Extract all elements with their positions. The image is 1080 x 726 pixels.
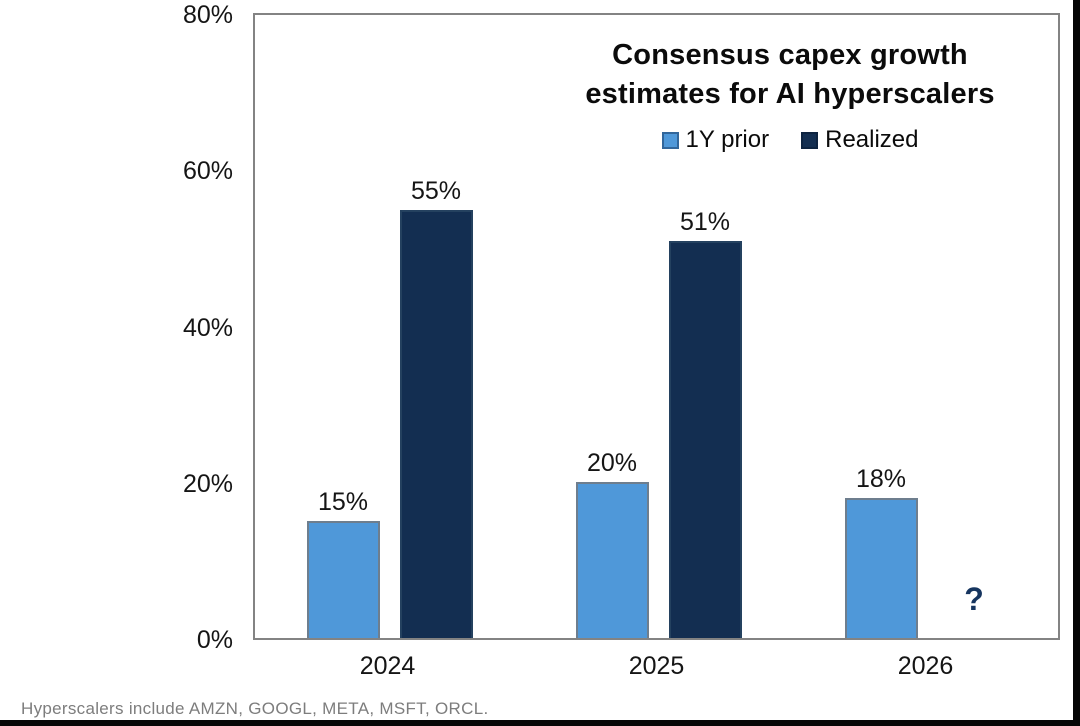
y-tick-40: 40% bbox=[182, 314, 233, 342]
x-axis: 2024 2025 2026 bbox=[253, 652, 1060, 684]
chart-title: Consensus capex growth estimates for AI … bbox=[553, 36, 1027, 114]
legend-label: Realized bbox=[825, 126, 919, 153]
x-tick-2024: 2024 bbox=[359, 652, 416, 680]
bar-value-label: 20% bbox=[586, 449, 638, 477]
bar-value-label: 51% bbox=[679, 208, 731, 236]
legend-label: 1Y prior bbox=[685, 126, 770, 153]
plot-area: 15% 55% 20% 51% 18% ? bbox=[253, 13, 1060, 640]
y-axis: 80% 60% 40% 20% 0% bbox=[120, 1, 233, 654]
unknown-question-mark: ? bbox=[964, 581, 984, 617]
bar-1y-prior-2026: 18% bbox=[844, 465, 918, 638]
chart-footnote: Hyperscalers include AMZN, GOOGL, META, … bbox=[21, 699, 489, 718]
bar-group-2024: 15% 55% bbox=[255, 15, 524, 638]
bar-value-label: 18% bbox=[855, 465, 907, 493]
y-tick-60: 60% bbox=[182, 157, 233, 185]
legend: 1Y prior Realized bbox=[553, 126, 1027, 154]
bar-group-2026: 18% ? bbox=[793, 15, 1062, 638]
legend-item-1y-prior: 1Y prior bbox=[661, 126, 770, 154]
chart-title-line-1: Consensus capex growth bbox=[612, 39, 968, 71]
bar-realized-2025: 51% bbox=[668, 208, 742, 638]
bar-group-2025: 20% 51% bbox=[524, 15, 793, 638]
chart-title-line-2: estimates for AI hyperscalers bbox=[585, 78, 995, 110]
y-tick-80: 80% bbox=[182, 1, 233, 29]
bar-value-label: 55% bbox=[410, 177, 462, 205]
bar-1y-prior-2024: 15% bbox=[306, 488, 380, 638]
x-tick-2025: 2025 bbox=[628, 652, 685, 680]
bar-realized-2024: 55% bbox=[399, 177, 473, 638]
frame-edge-bottom bbox=[0, 720, 1080, 726]
legend-item-realized: Realized bbox=[801, 126, 919, 154]
legend-swatch-realized-icon bbox=[801, 131, 819, 149]
y-tick-0: 0% bbox=[196, 626, 233, 654]
bar-1y-prior-2025: 20% bbox=[575, 449, 649, 638]
frame-edge-right bbox=[1073, 0, 1080, 726]
legend-swatch-1y-prior-icon bbox=[661, 131, 679, 149]
y-tick-20: 20% bbox=[182, 470, 233, 498]
x-tick-2026: 2026 bbox=[897, 652, 954, 680]
bar-value-label: 15% bbox=[317, 488, 369, 516]
